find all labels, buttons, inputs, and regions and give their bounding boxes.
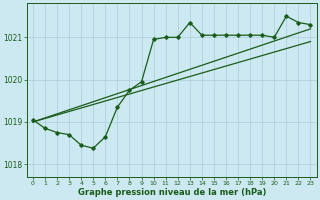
X-axis label: Graphe pression niveau de la mer (hPa): Graphe pression niveau de la mer (hPa) (77, 188, 266, 197)
